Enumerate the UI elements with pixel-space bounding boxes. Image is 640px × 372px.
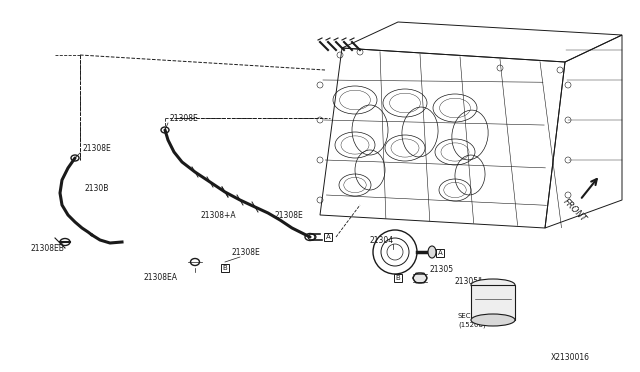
Text: A: A: [326, 234, 330, 240]
Ellipse shape: [471, 279, 515, 291]
Text: (15208): (15208): [458, 322, 486, 328]
Text: 21308E: 21308E: [170, 113, 199, 122]
Ellipse shape: [428, 246, 436, 258]
Bar: [471, 285, 515, 320]
Text: X2130016: X2130016: [550, 353, 589, 362]
Text: 21308EB: 21308EB: [30, 244, 64, 253]
Ellipse shape: [413, 273, 427, 283]
Text: B: B: [223, 265, 227, 271]
Text: 21305: 21305: [430, 266, 454, 275]
Text: 21308E: 21308E: [232, 247, 260, 257]
Text: FRONT: FRONT: [562, 197, 588, 223]
Text: 2130B: 2130B: [84, 183, 108, 192]
Text: A: A: [438, 250, 442, 256]
Text: 21304: 21304: [370, 235, 394, 244]
Text: 21308E: 21308E: [275, 211, 304, 219]
Text: 21308EA: 21308EA: [143, 273, 177, 282]
Text: 21305Ⅱ: 21305Ⅱ: [455, 278, 483, 286]
Text: 21308+A: 21308+A: [200, 211, 236, 219]
Ellipse shape: [471, 314, 515, 326]
Text: B: B: [396, 275, 401, 281]
Text: SEC.150: SEC.150: [458, 313, 487, 319]
Text: 21308E: 21308E: [82, 144, 111, 153]
